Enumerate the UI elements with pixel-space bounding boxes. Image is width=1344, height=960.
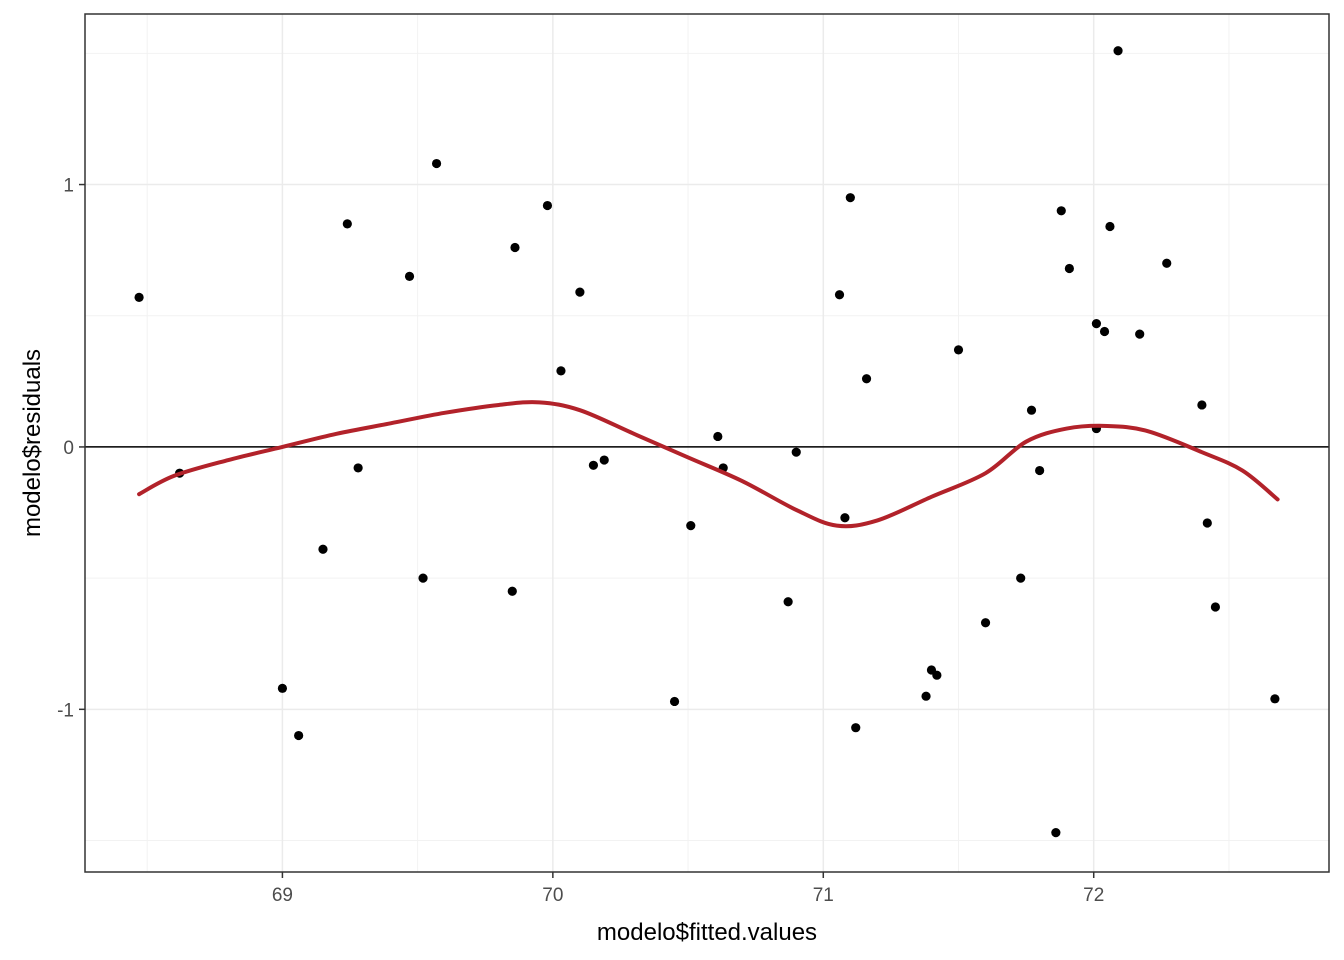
data-point xyxy=(1091,319,1102,329)
data-point xyxy=(932,670,942,680)
data-point xyxy=(1162,258,1172,268)
data-point xyxy=(713,431,723,442)
data-point xyxy=(840,513,850,523)
residual-points xyxy=(134,46,1280,838)
data-point xyxy=(686,521,696,531)
x-tick-label: 69 xyxy=(272,885,293,906)
data-point xyxy=(783,597,793,607)
data-point xyxy=(791,447,801,457)
data-point xyxy=(845,193,855,203)
x-axis-title: modelo$fitted.values xyxy=(597,919,817,946)
x-tick-label: 72 xyxy=(1083,885,1104,906)
y-tick-label: 0 xyxy=(63,438,74,459)
data-point xyxy=(1051,828,1061,838)
data-point xyxy=(588,460,599,470)
loess-smooth-line xyxy=(137,400,1280,529)
data-point xyxy=(1056,206,1066,216)
data-point xyxy=(861,374,872,384)
data-point xyxy=(1202,518,1212,528)
data-point xyxy=(318,544,328,554)
data-point xyxy=(542,200,553,211)
data-point xyxy=(134,292,144,302)
data-point xyxy=(575,287,585,297)
data-point xyxy=(1099,326,1110,337)
y-tick-label: -1 xyxy=(57,700,74,721)
data-point xyxy=(599,455,609,465)
data-point xyxy=(1210,602,1221,612)
data-point xyxy=(851,723,861,733)
data-point xyxy=(1035,465,1045,476)
data-point xyxy=(431,158,442,169)
y-axis-title: modelo$residuals xyxy=(19,349,46,537)
data-point xyxy=(834,290,845,300)
data-point xyxy=(1270,694,1280,704)
data-point xyxy=(953,345,964,355)
data-point xyxy=(1064,263,1074,274)
data-point xyxy=(1197,400,1207,410)
data-point xyxy=(353,463,363,473)
data-point xyxy=(404,271,415,281)
data-point xyxy=(277,683,288,693)
y-axis: -1 0 1 xyxy=(57,176,85,721)
data-point xyxy=(1016,573,1026,583)
data-point xyxy=(921,691,931,701)
x-tick-label: 70 xyxy=(542,885,563,906)
plot-panel xyxy=(85,14,1329,872)
data-point xyxy=(342,219,352,229)
data-point xyxy=(669,696,680,707)
y-tick-label: 1 xyxy=(63,176,74,197)
data-point xyxy=(1026,405,1037,415)
panel-border xyxy=(84,13,1330,873)
data-point xyxy=(1105,221,1115,232)
data-point xyxy=(1113,46,1123,56)
x-axis: 69 70 71 72 xyxy=(272,872,1104,906)
data-point xyxy=(1135,329,1145,339)
x-tick-label: 71 xyxy=(813,885,834,906)
data-point xyxy=(294,730,304,741)
data-point xyxy=(418,573,428,583)
data-point xyxy=(556,366,566,376)
data-point xyxy=(507,586,517,596)
data-point xyxy=(510,242,520,253)
data-point xyxy=(980,618,991,628)
